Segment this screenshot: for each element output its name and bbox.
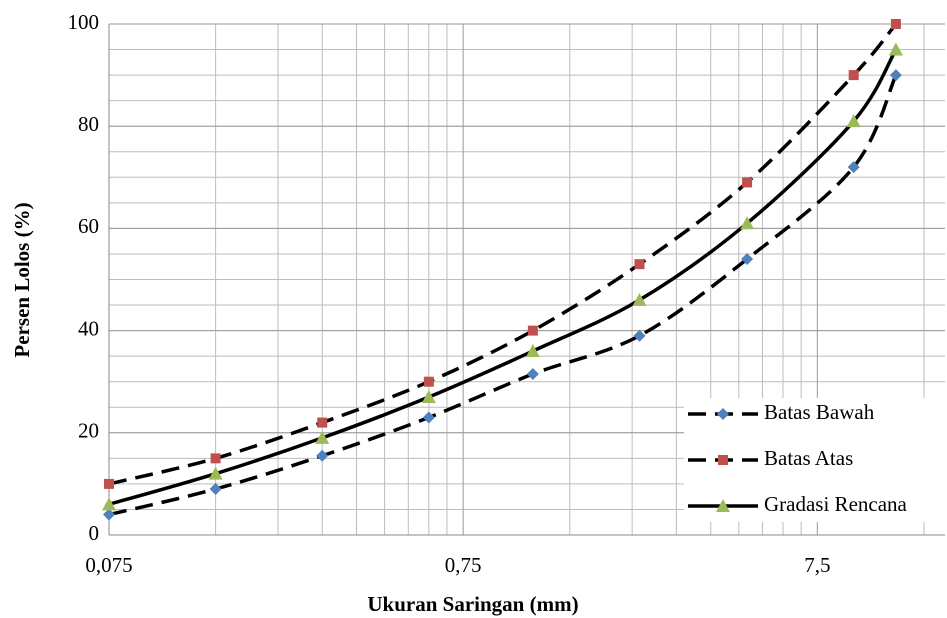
x-tick-label: 7,5 — [804, 553, 830, 577]
marker — [525, 344, 540, 358]
series-line — [108, 22, 898, 486]
marker — [633, 329, 646, 342]
legend-label: Batas Atas — [764, 446, 853, 470]
legend-label: Gradasi Rencana — [764, 492, 908, 516]
marker — [848, 70, 859, 81]
legend-label: Batas Bawah — [764, 400, 875, 424]
marker — [716, 499, 730, 512]
marker — [103, 508, 115, 521]
marker — [632, 292, 647, 306]
x-axis-title: Ukuran Saringan (mm) — [367, 592, 578, 616]
y-tick-label: 0 — [89, 521, 100, 545]
x-tick-label: 0,75 — [445, 553, 482, 577]
marker — [527, 325, 538, 336]
marker — [316, 449, 329, 462]
marker — [740, 216, 755, 230]
marker — [741, 253, 754, 266]
y-tick-label: 40 — [78, 316, 99, 340]
marker — [104, 478, 114, 489]
marker — [634, 259, 645, 270]
marker — [422, 411, 435, 424]
x-tick-label: 0,075 — [85, 553, 132, 577]
marker — [421, 390, 436, 404]
marker — [890, 19, 901, 29]
y-tick-label: 60 — [78, 214, 99, 238]
y-tick-label: 20 — [78, 419, 99, 443]
marker — [847, 161, 860, 174]
marker — [742, 177, 753, 188]
marker — [208, 466, 223, 480]
marker — [718, 455, 728, 465]
marker — [717, 408, 729, 420]
marker — [102, 497, 116, 511]
marker — [526, 368, 539, 381]
marker — [423, 376, 434, 387]
marker — [315, 430, 330, 444]
y-axis-title: Persen Lolos (%) — [10, 202, 34, 357]
marker — [317, 417, 328, 428]
marker — [846, 114, 861, 128]
marker — [209, 483, 222, 496]
marker — [210, 453, 221, 464]
y-tick-label: 100 — [68, 10, 100, 34]
marker — [889, 69, 902, 82]
y-tick-label: 80 — [78, 112, 99, 136]
marker — [888, 42, 903, 56]
